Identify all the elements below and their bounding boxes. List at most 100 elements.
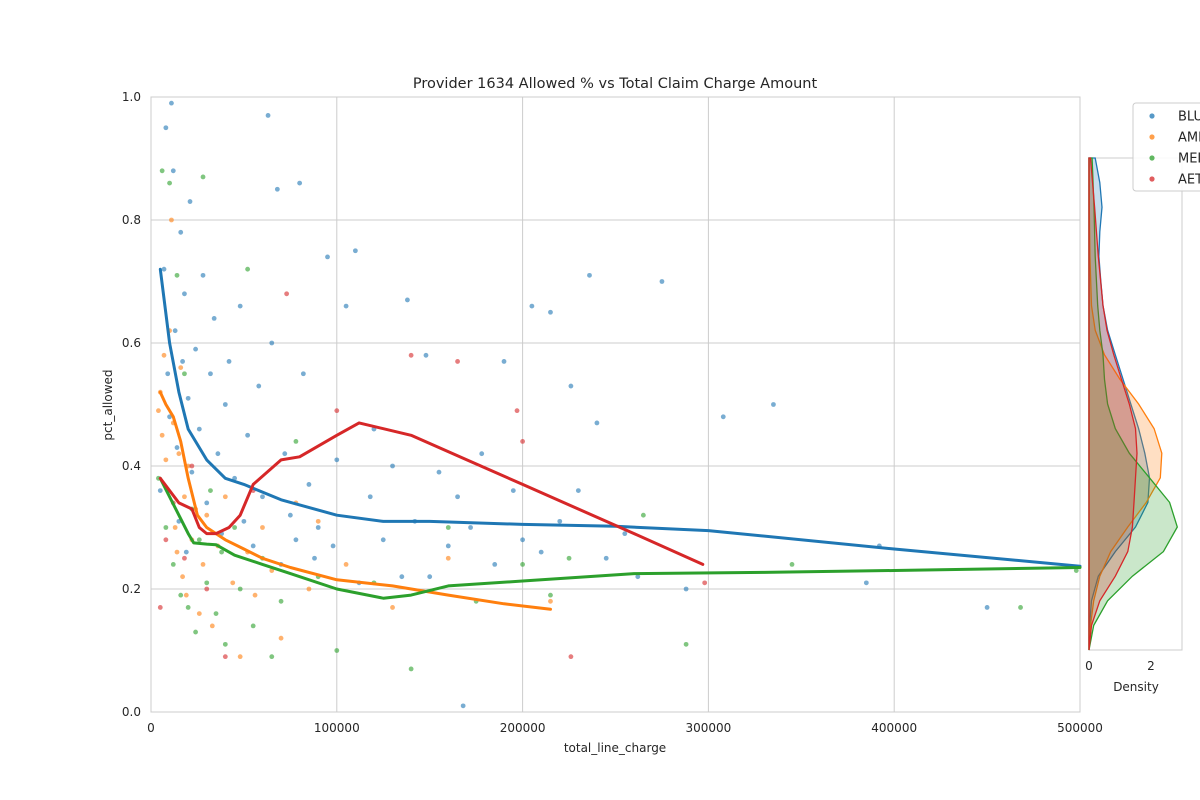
data-point xyxy=(863,580,869,586)
x-tick-label: 0 xyxy=(147,721,155,735)
y-axis-ticks: 0.0 0.2 0.4 0.6 0.8 1.0 xyxy=(122,90,141,719)
data-point xyxy=(176,451,182,457)
density-med xyxy=(1088,157,1179,651)
y-tick-label: 0.4 xyxy=(122,459,141,473)
data-point xyxy=(193,629,198,635)
data-point xyxy=(269,340,275,346)
data-point xyxy=(196,611,202,616)
data-point xyxy=(169,217,174,223)
data-point xyxy=(260,494,265,500)
data-point xyxy=(219,549,225,555)
data-point xyxy=(189,469,195,475)
data-point xyxy=(187,199,193,204)
data-point xyxy=(566,555,572,561)
data-point xyxy=(427,574,433,580)
data-point xyxy=(343,562,349,567)
data-point xyxy=(325,254,330,260)
data-point xyxy=(182,371,187,377)
main-scatter-plot: 0 100000 200000 300000 400000 500000 0.00.20.… xyxy=(101,76,1103,755)
data-point xyxy=(315,525,321,530)
data-point xyxy=(520,562,525,567)
data-point xyxy=(180,359,185,364)
data-point xyxy=(178,592,184,598)
data-point xyxy=(163,525,169,530)
x-tick-label: 200000 xyxy=(500,721,546,735)
density-x-tick-label: 2 xyxy=(1147,659,1155,673)
data-point xyxy=(460,703,466,709)
data-point xyxy=(174,549,180,555)
data-point xyxy=(265,113,271,118)
data-point xyxy=(170,168,176,174)
data-point xyxy=(297,180,303,186)
data-point xyxy=(226,359,232,364)
data-point xyxy=(455,494,460,500)
data-point xyxy=(520,439,525,444)
data-point xyxy=(159,432,165,438)
data-point xyxy=(174,445,180,450)
data-point xyxy=(538,549,544,555)
x-tick-label: 400000 xyxy=(871,721,917,735)
data-point xyxy=(312,555,317,561)
data-point xyxy=(330,543,336,549)
data-point xyxy=(568,383,574,389)
data-point xyxy=(161,352,167,358)
density-aet xyxy=(1088,157,1138,651)
y-tick-label: 0.6 xyxy=(122,336,141,350)
data-point xyxy=(548,592,553,598)
data-point xyxy=(702,580,708,586)
data-point xyxy=(189,463,195,469)
data-point xyxy=(306,482,312,487)
data-point xyxy=(315,518,321,524)
data-point xyxy=(185,395,191,401)
data-point xyxy=(213,611,219,616)
data-point xyxy=(720,414,726,420)
data-point xyxy=(241,518,247,524)
data-point xyxy=(182,291,187,297)
data-point xyxy=(204,580,210,586)
trend-lines xyxy=(158,267,1082,611)
data-point xyxy=(568,654,574,660)
data-point xyxy=(501,359,507,364)
data-point xyxy=(183,549,189,555)
data-point xyxy=(237,654,243,660)
chart-title: Provider 1634 Allowed % vs Total Claim C… xyxy=(413,76,818,92)
data-point xyxy=(196,426,202,432)
data-point xyxy=(159,168,165,174)
data-point xyxy=(334,457,340,463)
data-point xyxy=(185,605,191,610)
data-point xyxy=(683,641,689,647)
data-point xyxy=(196,537,202,543)
data-point xyxy=(293,439,299,444)
data-point xyxy=(640,512,646,518)
data-point xyxy=(180,574,185,580)
data-point xyxy=(334,648,340,653)
data-point xyxy=(408,352,414,358)
data-point xyxy=(204,500,210,506)
legend-marker-med xyxy=(1149,155,1155,161)
data-point xyxy=(182,494,187,500)
data-point xyxy=(215,451,221,457)
data-point xyxy=(230,580,236,586)
data-point xyxy=(237,586,243,592)
data-point xyxy=(1018,605,1023,610)
data-point xyxy=(405,297,410,303)
data-point xyxy=(367,494,373,500)
y-tick-label: 1.0 xyxy=(122,90,141,104)
data-point xyxy=(635,574,641,580)
data-point xyxy=(293,537,299,543)
density-curves xyxy=(1088,157,1179,651)
series-med-points xyxy=(156,168,1079,672)
data-point xyxy=(174,272,180,278)
data-point xyxy=(183,592,189,598)
data-point xyxy=(222,494,228,500)
data-point xyxy=(200,562,206,567)
data-point xyxy=(269,654,275,660)
data-point xyxy=(178,229,184,235)
data-point xyxy=(204,512,210,518)
main-plot-area xyxy=(150,96,1081,713)
data-point xyxy=(204,586,210,592)
data-point xyxy=(771,402,776,407)
data-point xyxy=(256,383,262,389)
